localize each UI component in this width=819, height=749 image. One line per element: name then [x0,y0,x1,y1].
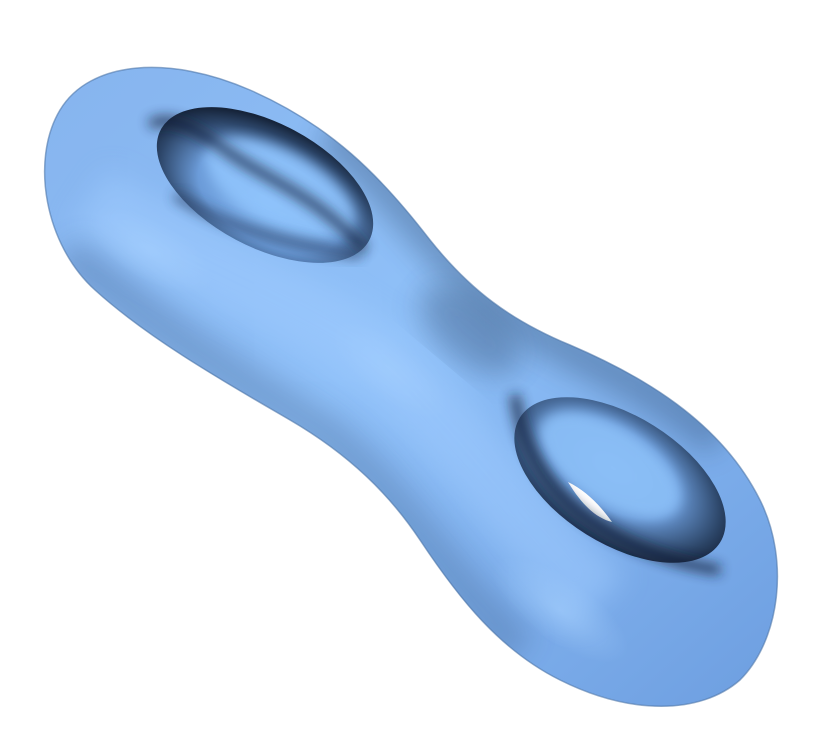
lower-hole-opening [568,482,612,522]
